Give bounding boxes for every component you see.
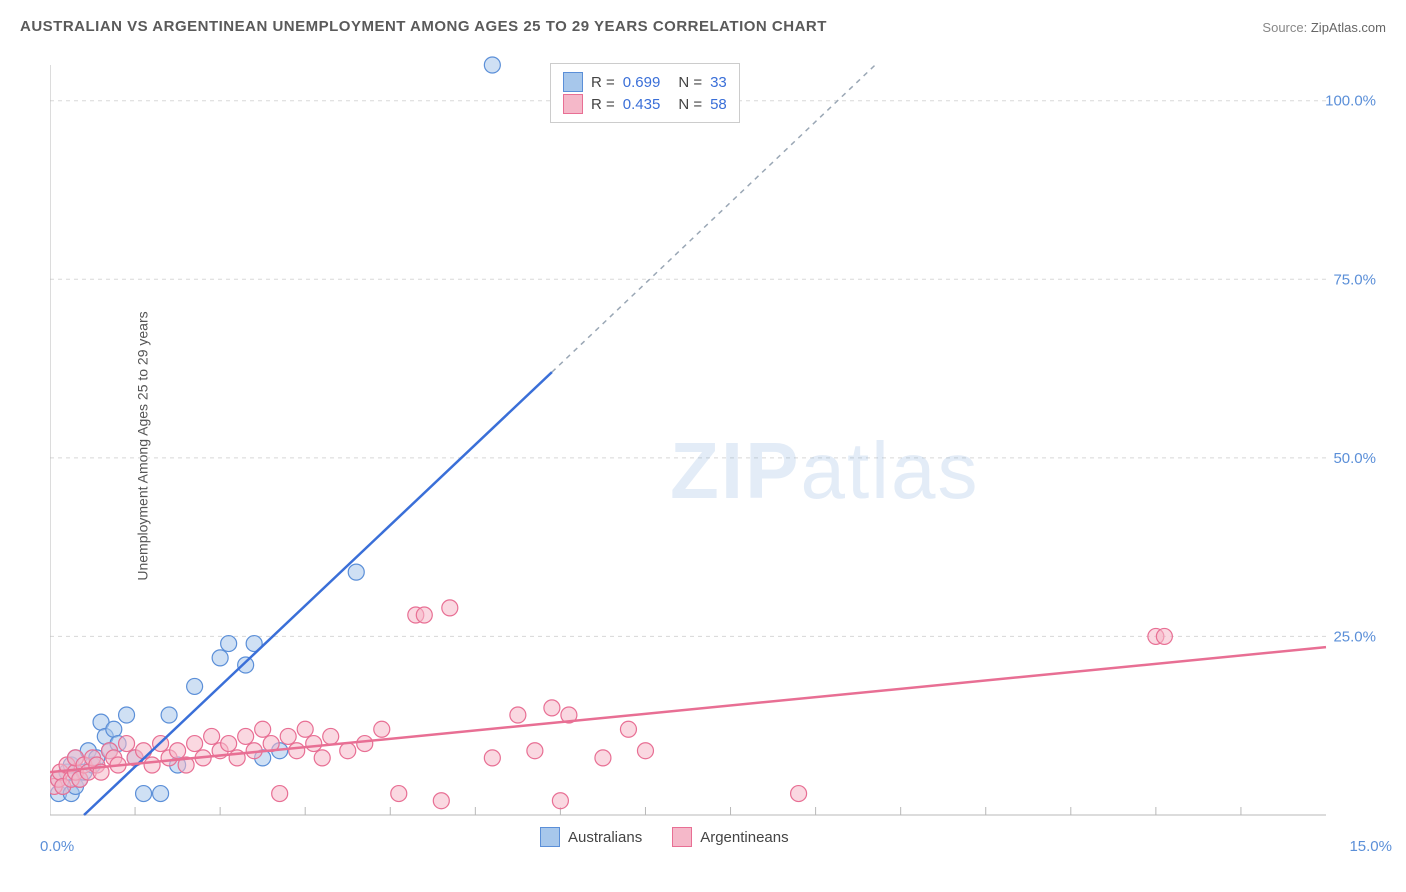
data-point — [119, 736, 135, 752]
data-point — [187, 678, 203, 694]
source-label: Source: — [1262, 20, 1307, 35]
data-point — [136, 786, 152, 802]
legend-n-value: 58 — [710, 96, 727, 113]
data-point — [272, 786, 288, 802]
source-value: ZipAtlas.com — [1311, 20, 1386, 35]
y-tick-label: 75.0% — [1333, 271, 1376, 288]
legend-swatch — [563, 94, 583, 114]
data-point — [144, 757, 160, 773]
data-point — [238, 657, 254, 673]
y-tick-label: 50.0% — [1333, 450, 1376, 467]
legend-n-label: N = — [678, 96, 702, 113]
data-point — [119, 707, 135, 723]
correlation-legend-row: R = 0.435 N = 58 — [563, 94, 727, 114]
data-point — [136, 743, 152, 759]
data-point — [1156, 628, 1172, 644]
legend-r-value: 0.435 — [623, 96, 661, 113]
data-point — [204, 728, 220, 744]
data-point — [510, 707, 526, 723]
data-point — [289, 743, 305, 759]
data-point — [484, 750, 500, 766]
data-point — [221, 636, 237, 652]
legend-swatch — [672, 827, 692, 847]
data-point — [391, 786, 407, 802]
x-axis-max-label: 15.0% — [1349, 838, 1392, 855]
data-point — [212, 650, 228, 666]
data-point — [637, 743, 653, 759]
data-point — [791, 786, 807, 802]
data-point — [170, 743, 186, 759]
data-point — [153, 786, 169, 802]
data-point — [416, 607, 432, 623]
series-legend-item: Argentineans — [672, 827, 788, 847]
series-legend-item: Australians — [540, 827, 642, 847]
series-legend-label: Australians — [568, 829, 642, 846]
data-point — [442, 600, 458, 616]
chart-title: AUSTRALIAN VS ARGENTINEAN UNEMPLOYMENT A… — [20, 18, 827, 35]
legend-n-value: 33 — [710, 74, 727, 91]
series-legend: Australians Argentineans — [540, 827, 789, 847]
legend-swatch — [563, 72, 583, 92]
data-point — [484, 57, 500, 73]
data-point — [544, 700, 560, 716]
data-point — [552, 793, 568, 809]
legend-n-label: N = — [678, 74, 702, 91]
data-point — [433, 793, 449, 809]
data-point — [221, 736, 237, 752]
data-point — [620, 721, 636, 737]
data-point — [314, 750, 330, 766]
data-point — [238, 728, 254, 744]
correlation-legend-row: R = 0.699 N = 33 — [563, 72, 727, 92]
data-point — [527, 743, 543, 759]
y-tick-label: 100.0% — [1325, 93, 1376, 110]
data-point — [106, 721, 122, 737]
series-legend-label: Argentineans — [700, 829, 788, 846]
data-point — [187, 736, 203, 752]
legend-swatch — [540, 827, 560, 847]
data-point — [255, 721, 271, 737]
data-point — [357, 736, 373, 752]
data-point — [323, 728, 339, 744]
data-point — [348, 564, 364, 580]
legend-r-value: 0.699 — [623, 74, 661, 91]
data-point — [280, 728, 296, 744]
y-tick-label: 25.0% — [1333, 628, 1376, 645]
data-point — [595, 750, 611, 766]
data-point — [297, 721, 313, 737]
data-point — [374, 721, 390, 737]
correlation-legend: R = 0.699 N = 33 R = 0.435 N = 58 — [550, 63, 740, 123]
data-point — [161, 707, 177, 723]
source-attribution: Source: ZipAtlas.com — [1262, 20, 1386, 35]
data-point — [306, 736, 322, 752]
legend-r-label: R = — [591, 74, 615, 91]
chart-svg: 25.0% 50.0% 75.0% 100.0% — [50, 55, 1386, 845]
data-point — [340, 743, 356, 759]
x-axis-min-label: 0.0% — [40, 838, 74, 855]
chart-plot-area: 25.0%50.0%75.0%100.0% ZIPatlas R =0.699N… — [50, 55, 1386, 845]
legend-r-label: R = — [591, 96, 615, 113]
